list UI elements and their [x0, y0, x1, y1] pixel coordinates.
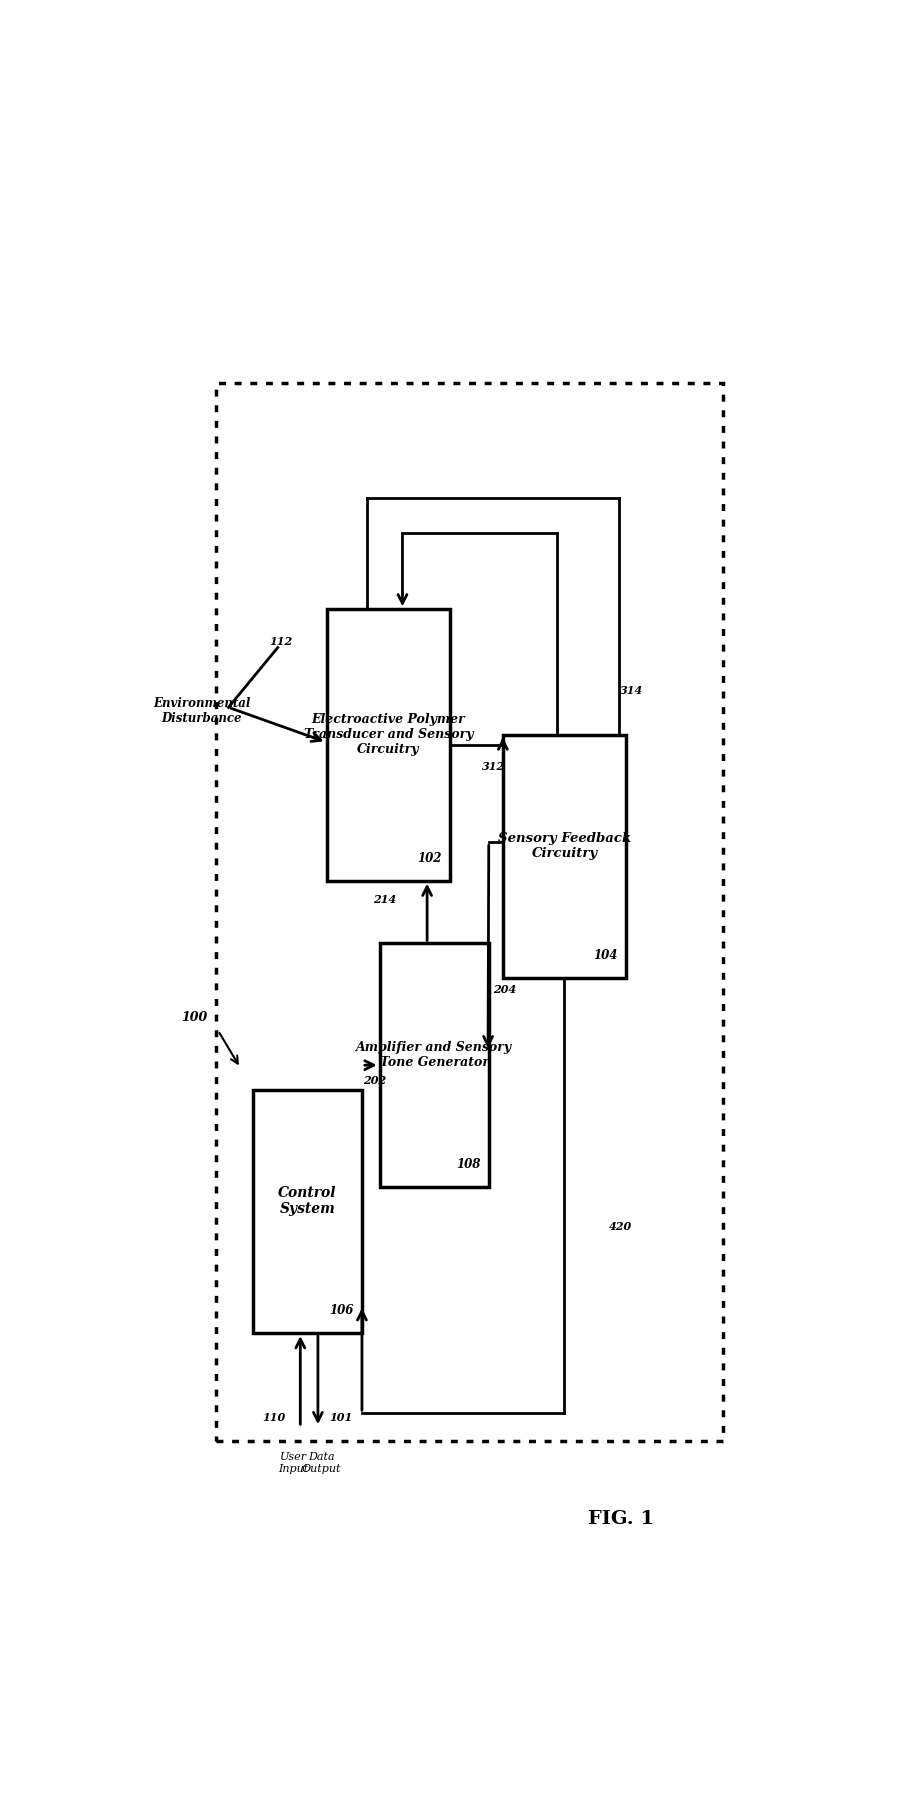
Text: 420: 420 [609, 1220, 633, 1231]
FancyBboxPatch shape [380, 943, 489, 1187]
Text: 312: 312 [483, 761, 505, 772]
Text: 110: 110 [263, 1411, 285, 1422]
Text: 214: 214 [374, 893, 396, 904]
Text: 100: 100 [182, 1010, 208, 1023]
Text: Amplifier and Sensory
Tone Generator: Amplifier and Sensory Tone Generator [356, 1041, 513, 1068]
Text: Environmental
Disturbance: Environmental Disturbance [153, 698, 250, 725]
Text: FIG. 1: FIG. 1 [588, 1509, 654, 1527]
FancyBboxPatch shape [326, 611, 450, 882]
Text: 108: 108 [456, 1158, 480, 1171]
Text: Sensory Feedback
Circuitry: Sensory Feedback Circuitry [498, 831, 631, 860]
FancyBboxPatch shape [503, 735, 626, 979]
Text: 102: 102 [417, 851, 442, 864]
Text: 104: 104 [594, 949, 618, 961]
Text: 106: 106 [329, 1303, 354, 1317]
Text: Control
System: Control System [278, 1185, 336, 1216]
Text: 202: 202 [363, 1073, 386, 1084]
Text: 204: 204 [493, 983, 516, 994]
Text: Electroactive Polymer
Transducer and Sensory
Circuitry: Electroactive Polymer Transducer and Sen… [304, 714, 473, 755]
Text: Data
Output: Data Output [302, 1451, 341, 1473]
Text: 112: 112 [270, 636, 293, 647]
Text: 101: 101 [330, 1411, 353, 1422]
FancyBboxPatch shape [253, 1090, 362, 1334]
Text: 314: 314 [620, 685, 643, 696]
Text: User
Input: User Input [278, 1451, 308, 1473]
